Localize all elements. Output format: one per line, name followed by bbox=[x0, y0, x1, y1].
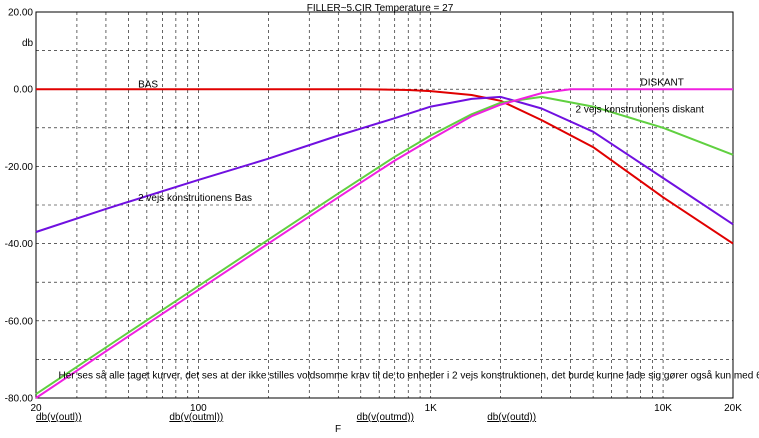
series-line bbox=[35, 95, 734, 395]
y-tick-label: 20.00 bbox=[8, 8, 33, 19]
legend-entry: db(v(outmd)) bbox=[357, 412, 414, 423]
y-tick-labels: 20.00 0.00 -20.00 -40.00 -60.00 -80.00 bbox=[5, 8, 34, 405]
x-tick-label: 20 bbox=[30, 403, 42, 414]
legend-entry: db(v(outl)) bbox=[36, 412, 82, 423]
x-axis-label: F bbox=[335, 424, 341, 435]
annotation: 2 vejs konstrutionens Bas bbox=[138, 193, 252, 204]
series-line bbox=[35, 88, 733, 399]
chart-title: FILLER~5.CIR Temperature = 27 bbox=[307, 3, 454, 14]
series-lines bbox=[35, 88, 734, 399]
y-tick-label: -20.00 bbox=[5, 162, 34, 173]
y-axis-label: db bbox=[22, 38, 34, 49]
series-line bbox=[36, 88, 734, 245]
annotation: BAS bbox=[138, 79, 158, 90]
series-line bbox=[35, 95, 734, 233]
y-tick-label: -60.00 bbox=[5, 316, 34, 327]
y-tick-label: -80.00 bbox=[5, 394, 34, 405]
plot-frame bbox=[35, 11, 734, 399]
annotation: Her ses så alle taget kurver, det ses at… bbox=[59, 370, 759, 382]
legend-entry: db(v(outd)) bbox=[487, 412, 536, 423]
y-tick-label: 0.00 bbox=[14, 85, 34, 96]
x-tick-label: 20K bbox=[724, 403, 742, 414]
grid bbox=[36, 12, 733, 398]
x-tick-label: 1K bbox=[425, 403, 438, 414]
annotations: BAS DISKANT 2 vejs konstrutionens diskant 2… bbox=[59, 77, 759, 381]
annotation: DISKANT bbox=[641, 77, 684, 88]
y-tick-label: -40.00 bbox=[5, 239, 34, 250]
x-tick-label: 100 bbox=[190, 403, 207, 414]
annotation: 2 vejs konstrutionens diskant bbox=[576, 104, 705, 115]
legend: db(v(outl)) db(v(outml)) db(v(outmd)) db(v(… bbox=[36, 412, 536, 423]
legend-entry: db(v(outml)) bbox=[169, 412, 223, 423]
x-tick-labels: 20 100 1K 10K 20K bbox=[30, 403, 742, 414]
x-tick-label: 10K bbox=[654, 403, 672, 414]
